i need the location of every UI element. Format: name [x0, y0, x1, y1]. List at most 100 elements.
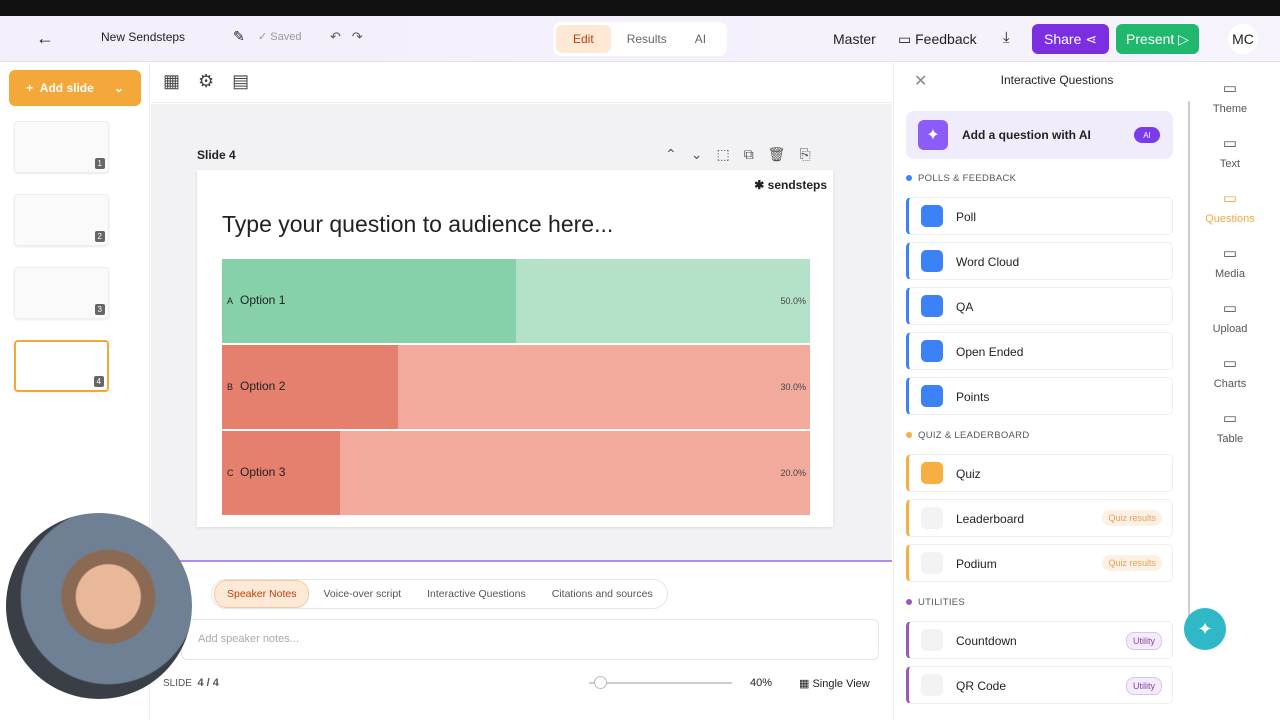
slide: ✱ sendsteps Type your question to audien…: [197, 170, 833, 527]
slide-thumbnail[interactable]: 4: [14, 340, 109, 392]
question-type[interactable]: Countdown Utility: [906, 621, 1173, 659]
rename-icon[interactable]: ✎: [233, 28, 245, 44]
download-button[interactable]: ⤓: [1003, 29, 1010, 46]
slide-number: 1: [94, 158, 105, 169]
view-button[interactable]: ▦ Single View: [799, 678, 870, 690]
slide-thumbnail[interactable]: 2: [14, 194, 109, 246]
scrollbar[interactable]: [1188, 101, 1190, 621]
question-type[interactable]: Poll: [906, 197, 1173, 235]
question-type[interactable]: Open Ended: [906, 332, 1173, 370]
section-title: POLLS & FEEDBACK: [906, 173, 1016, 184]
rail-item[interactable]: ▭ Charts: [1190, 354, 1270, 390]
ai-question-card[interactable]: ✦ Add a question with AI AI: [906, 111, 1173, 159]
question-label: Countdown: [956, 634, 1017, 648]
poll-row: A Option 1 50.0%: [222, 259, 810, 343]
section-title: UTILITIES: [906, 597, 965, 608]
option-percent: 50.0%: [780, 296, 806, 306]
zoom-slider[interactable]: [589, 676, 732, 689]
slide-number: 4: [93, 376, 104, 387]
question-badge: Quiz results: [1102, 555, 1162, 571]
slide-counter: SLIDE 4 / 4: [163, 677, 219, 689]
question-label: Word Cloud: [956, 255, 1020, 269]
section-dot: [906, 432, 912, 438]
question-type[interactable]: QA: [906, 287, 1173, 325]
mode-tab[interactable]: Results: [626, 32, 667, 46]
rail-item[interactable]: ▭ Theme: [1190, 79, 1270, 115]
question-label: Poll: [956, 210, 977, 224]
rail-item[interactable]: ▭ Upload: [1190, 299, 1270, 335]
option-letter: C: [227, 468, 234, 478]
presentation-title[interactable]: New Sendsteps: [101, 30, 186, 44]
back-button[interactable]: ←: [36, 28, 54, 48]
question-icon: [921, 552, 943, 574]
slide-counter-label: SLIDE: [163, 678, 192, 689]
rail-item[interactable]: ▭ Media: [1190, 244, 1270, 280]
question-label: Quiz: [956, 467, 981, 481]
slide-tools[interactable]: ⌃⌄⬚⧉🗑⎘: [665, 146, 825, 162]
question-icon: [921, 462, 943, 484]
add-slide-text: Add slide: [39, 81, 94, 95]
option-text: Option 3: [240, 465, 286, 479]
option-text: Option 2: [240, 379, 286, 393]
questions-panel: ✕ Interactive Questions ✦ Add a question…: [893, 63, 1190, 720]
notes-input[interactable]: Add speaker notes...: [181, 619, 879, 660]
zoom-handle[interactable]: [594, 676, 607, 689]
question-type[interactable]: Quiz: [906, 454, 1173, 492]
rail-icon: ▭: [1222, 245, 1238, 262]
question-type[interactable]: Podium Quiz results: [906, 544, 1173, 582]
rail-label: Media: [1215, 268, 1245, 280]
canvas-area: Slide 4 ⌃⌄⬚⧉🗑⎘ ✱ sendsteps Type your que…: [151, 104, 892, 560]
rail-item[interactable]: ▭ Text: [1190, 134, 1270, 170]
master-button[interactable]: Master: [833, 31, 876, 47]
poll-bar: [222, 259, 516, 343]
notes-tab[interactable]: Citations and sources: [551, 588, 653, 600]
share-button[interactable]: Share ⋖: [1032, 24, 1109, 54]
header: ← New Sendsteps ✎ ✓ Saved ↶ ↷ Edit Result…: [0, 16, 1280, 62]
question-icon: [921, 385, 943, 407]
rail-icon: ▭: [1222, 135, 1238, 152]
question-icon: [921, 340, 943, 362]
question-type[interactable]: Leaderboard Quiz results: [906, 499, 1173, 537]
section-dot: [906, 175, 912, 181]
poll-row: C Option 3 20.0%: [222, 431, 810, 515]
poll-bar: [222, 431, 340, 515]
question-type[interactable]: Word Cloud: [906, 242, 1173, 280]
question-type[interactable]: QR Code Utility: [906, 666, 1173, 704]
ai-question-text: Add a question with AI: [962, 128, 1091, 142]
notes-tab[interactable]: Speaker Notes: [214, 580, 310, 608]
feedback-button[interactable]: ▭ Feedback: [898, 31, 977, 47]
mode-tab[interactable]: Edit: [556, 25, 611, 53]
rail-item[interactable]: ▭ Table: [1190, 409, 1270, 445]
section-title: QUIZ & LEADERBOARD: [906, 430, 1030, 441]
question-badge: Quiz results: [1102, 510, 1162, 526]
option-letter: B: [227, 382, 234, 392]
question-label: QR Code: [956, 679, 1007, 693]
undo[interactable]: ↶ ↷: [330, 29, 363, 44]
question: Type your question to audience here...: [222, 211, 614, 237]
mode-tab[interactable]: AI: [694, 32, 707, 46]
rail-label: Text: [1219, 158, 1241, 170]
ai-fab[interactable]: ✦: [1184, 608, 1226, 650]
notes-tab[interactable]: Interactive Questions: [427, 588, 526, 600]
slide-thumbnail[interactable]: 1: [14, 121, 109, 173]
question-label: Podium: [956, 557, 997, 571]
view-text: Single View: [812, 678, 870, 690]
question-type[interactable]: Points: [906, 377, 1173, 415]
question-label: QA: [956, 300, 974, 314]
option-text: Option 1: [240, 293, 286, 307]
webcam-overlay: [6, 513, 192, 699]
notes-tab[interactable]: Voice-over script: [323, 588, 402, 600]
close-panel[interactable]: ✕: [914, 73, 928, 90]
question-label: Leaderboard: [956, 512, 1025, 526]
slide-thumbnail[interactable]: 3: [14, 267, 109, 319]
rail-item[interactable]: ▭ Questions: [1190, 189, 1270, 225]
section-title-text: POLLS & FEEDBACK: [918, 173, 1017, 184]
question-badge: Utility: [1126, 632, 1162, 650]
add-slide-button[interactable]: + Add slide ⌄: [9, 70, 141, 106]
rail-icon: ▭: [1222, 300, 1238, 317]
question-icon: [921, 674, 943, 696]
present-button[interactable]: Present ▷: [1116, 24, 1199, 54]
avatar[interactable]: MC: [1228, 24, 1258, 54]
rail-label: Questions: [1205, 213, 1255, 225]
section-title-text: QUIZ & LEADERBOARD: [918, 430, 1030, 441]
